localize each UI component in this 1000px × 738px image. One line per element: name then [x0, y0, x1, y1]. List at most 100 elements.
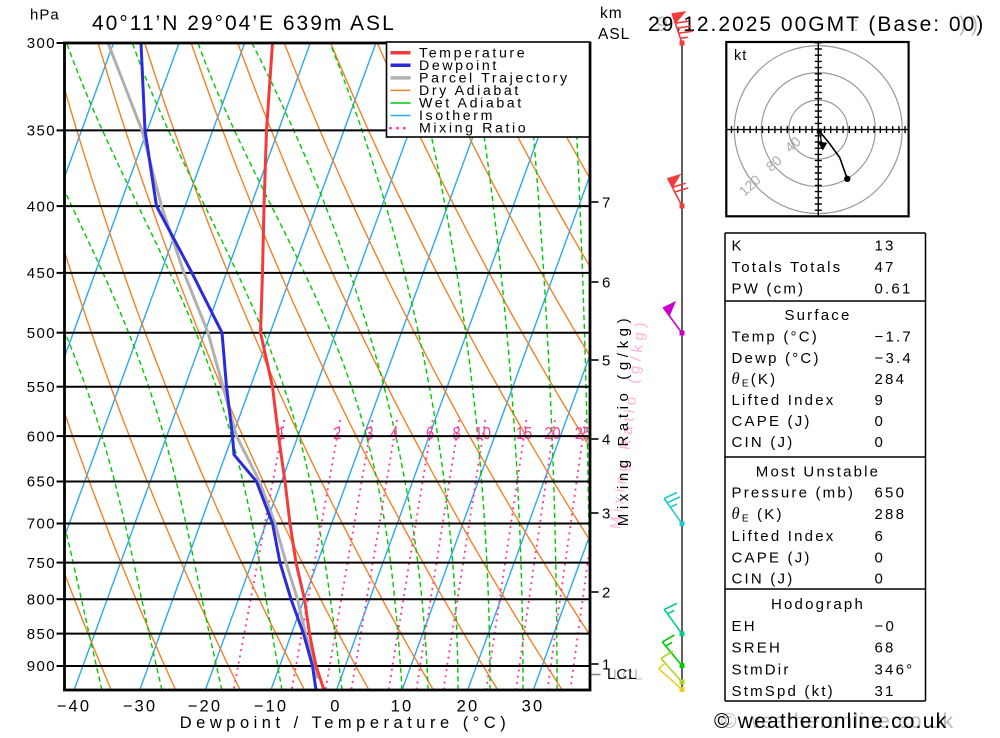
svg-text:© weatheronline.co.uk: © weatheronline.co.uk	[721, 710, 954, 733]
svg-text:6: 6	[426, 424, 434, 444]
svg-text:5: 5	[602, 353, 610, 370]
svg-text:LCL: LCL	[613, 667, 644, 684]
svg-text:−10: −10	[254, 698, 289, 716]
svg-text:Lifted Index: Lifted Index	[732, 528, 836, 545]
svg-text:0: 0	[875, 434, 886, 451]
svg-text:550: 550	[27, 379, 56, 396]
svg-text:400: 400	[27, 198, 56, 215]
svg-text:0: 0	[875, 549, 886, 566]
svg-text:© weatheronline.co.uk: © weatheronline.co.uk	[714, 710, 947, 733]
svg-text:9: 9	[875, 392, 886, 409]
svg-text:288: 288	[875, 506, 907, 523]
svg-text:StmSpd (kt): StmSpd (kt)	[732, 683, 835, 700]
svg-text:−1.7: −1.7	[875, 328, 913, 345]
svg-text:CIN (J): CIN (J)	[732, 434, 795, 451]
svg-text:Wet Adiabat: Wet Adiabat	[419, 96, 524, 112]
svg-text:20: 20	[457, 698, 480, 716]
svg-text:13: 13	[875, 237, 896, 254]
svg-text:θE(K): θE(K)	[732, 369, 778, 390]
svg-text:284: 284	[875, 371, 907, 388]
svg-text:450: 450	[27, 265, 56, 282]
svg-text:0: 0	[330, 698, 341, 716]
svg-text:Dewp (°C): Dewp (°C)	[732, 350, 821, 367]
svg-text:3: 3	[602, 506, 610, 523]
svg-text:Parcel Trajectory: Parcel Trajectory	[419, 71, 570, 87]
svg-text:8: 8	[452, 424, 460, 444]
svg-text:CIN (J): CIN (J)	[732, 570, 795, 587]
svg-text:0: 0	[875, 570, 886, 587]
svg-text:−40: −40	[57, 698, 92, 716]
svg-text:hPa: hPa	[30, 7, 60, 24]
svg-text:K: K	[732, 237, 744, 254]
svg-text:km: km	[600, 5, 623, 22]
svg-text:800: 800	[27, 591, 56, 608]
svg-text:Temp (°C): Temp (°C)	[732, 328, 819, 345]
svg-text:6: 6	[602, 275, 610, 292]
svg-text:StmDir: StmDir	[732, 661, 791, 678]
svg-text:Dewpoint / Temperature (°C): Dewpoint / Temperature (°C)	[180, 714, 510, 732]
svg-text:1: 1	[277, 424, 285, 444]
svg-text:3: 3	[365, 424, 373, 444]
svg-text:PW (cm): PW (cm)	[732, 280, 806, 297]
svg-text:θE (K): θE (K)	[732, 504, 784, 525]
svg-text:−20: −20	[188, 698, 223, 716]
svg-text:1: 1	[602, 657, 610, 674]
svg-text:Hodograph: Hodograph	[771, 596, 865, 613]
svg-text:700: 700	[27, 516, 56, 533]
svg-text:2: 2	[333, 424, 341, 444]
svg-text:Totals Totals: Totals Totals	[732, 259, 843, 276]
svg-text:0.61: 0.61	[875, 280, 913, 297]
svg-text:−30: −30	[123, 698, 158, 716]
svg-text:20: 20	[544, 424, 560, 444]
svg-text:9: 9	[656, 13, 670, 36]
svg-text:Mixing Ratio: Mixing Ratio	[419, 121, 528, 137]
svg-text:900: 900	[27, 658, 56, 675]
svg-text:Dry Adiabat: Dry Adiabat	[419, 83, 521, 99]
svg-text:350: 350	[27, 123, 56, 140]
svg-text:4: 4	[602, 432, 610, 449]
svg-text:LCL: LCL	[607, 666, 638, 683]
svg-text:15: 15	[516, 424, 532, 444]
svg-text:EH: EH	[732, 618, 757, 635]
svg-text:−0: −0	[875, 618, 897, 635]
svg-text:300: 300	[27, 35, 56, 52]
svg-text:750: 750	[27, 555, 56, 572]
svg-text:4: 4	[390, 424, 398, 444]
svg-text:47: 47	[875, 259, 896, 276]
svg-text:CAPE (J): CAPE (J)	[732, 413, 812, 430]
svg-text:68: 68	[875, 639, 896, 656]
svg-text:Temperature: Temperature	[419, 45, 527, 61]
svg-text:CAPE (J): CAPE (J)	[732, 549, 812, 566]
svg-text:Isotherm: Isotherm	[419, 108, 495, 124]
svg-text:650: 650	[875, 484, 907, 501]
svg-text:Most Unstable: Most Unstable	[756, 463, 880, 480]
svg-text:Pressure (mb): Pressure (mb)	[732, 484, 856, 501]
svg-text:SREH: SREH	[732, 639, 782, 656]
svg-text:Surface: Surface	[784, 307, 851, 324]
svg-text:25: 25	[575, 424, 591, 444]
svg-text:850: 850	[27, 626, 56, 643]
svg-text:−3.4: −3.4	[875, 350, 913, 367]
svg-text:6: 6	[875, 528, 886, 545]
svg-text:346°: 346°	[875, 661, 915, 678]
svg-text:10: 10	[475, 424, 491, 444]
svg-text:30: 30	[522, 698, 545, 716]
svg-text:2: 2	[602, 585, 610, 602]
svg-text:0: 0	[875, 413, 886, 430]
svg-text:Mixing Ratio (g/kg): Mixing Ratio (g/kg)	[615, 314, 632, 526]
svg-text:650: 650	[27, 474, 56, 491]
svg-text:29.12.2025 00GMT (Base: 00): 29.12.2025 00GMT (Base: 00)	[648, 13, 985, 36]
svg-text:ASL: ASL	[598, 26, 630, 43]
svg-text:7: 7	[602, 195, 610, 212]
svg-text:): )	[971, 13, 980, 36]
svg-text:31: 31	[875, 683, 896, 700]
svg-text:): )	[959, 13, 968, 36]
svg-text:10: 10	[391, 698, 414, 716]
svg-text:kt: kt	[734, 48, 747, 64]
svg-text:40°11’N 29°04’E 639m ASL: 40°11’N 29°04’E 639m ASL	[92, 12, 396, 35]
svg-text:Dewpoint: Dewpoint	[419, 58, 499, 74]
svg-text:600: 600	[27, 428, 56, 445]
svg-text:Lifted Index: Lifted Index	[732, 392, 836, 409]
svg-text:500: 500	[27, 325, 56, 342]
svg-text::: :	[853, 13, 861, 36]
